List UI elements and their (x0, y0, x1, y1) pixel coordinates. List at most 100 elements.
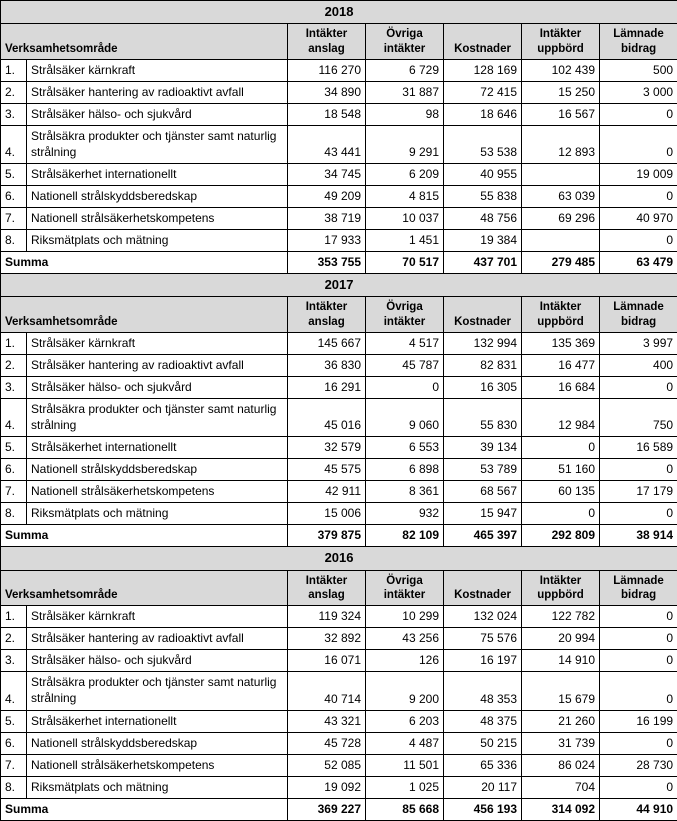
cell-kostnader: 16 305 (444, 377, 522, 399)
cell-lamnade-bidrag: 400 (600, 355, 677, 377)
cell-intakter-anslag: 38 719 (288, 208, 366, 230)
table-row: 2.Strålsäker hantering av radioaktivt av… (1, 355, 677, 377)
table-row: 1.Strålsäker kärnkraft145 6674 517132 99… (1, 333, 677, 355)
cell-lamnade-bidrag: 0 (600, 186, 677, 208)
cell-ovriga-intakter: 4 487 (366, 732, 444, 754)
row-label: Strålsäker hantering av radioaktivt avfa… (27, 628, 288, 650)
cell-intakter-uppbord: 31 739 (522, 732, 600, 754)
cell-ovriga-intakter: 11 501 (366, 754, 444, 776)
col-header-kostnader: Kostnader (444, 570, 522, 606)
cell-intakter-anslag: 45 575 (288, 459, 366, 481)
cell-kostnader: 75 576 (444, 628, 522, 650)
col-header-ovriga-intakter: Övrigaintäkter (366, 24, 444, 60)
cell-intakter-anslag: 43 321 (288, 710, 366, 732)
cell-ovriga-intakter: 98 (366, 104, 444, 126)
table-row: 4.Strålsäkra produkter och tjänster samt… (1, 126, 677, 164)
cell-intakter-uppbord: 69 296 (522, 208, 600, 230)
row-index: 3. (1, 650, 27, 672)
cell-kostnader: 39 134 (444, 437, 522, 459)
cell-intakter-uppbord: 704 (522, 776, 600, 798)
row-label: Riksmätplats och mätning (27, 230, 288, 252)
summa-label: Summa (1, 252, 288, 274)
row-label: Nationell strålsäkerhetskompetens (27, 481, 288, 503)
cell-ovriga-intakter: 9 200 (366, 672, 444, 710)
cell-intakter-uppbord: 63 039 (522, 186, 600, 208)
cell-intakter-anslag: 49 209 (288, 186, 366, 208)
row-index: 3. (1, 104, 27, 126)
cell-kostnader: 40 955 (444, 164, 522, 186)
col-header-verksamhetsomrade: Verksamhetsområde (1, 24, 288, 60)
table-row: 3.Strålsäker hälso- och sjukvård18 54898… (1, 104, 677, 126)
cell-intakter-uppbord: 86 024 (522, 754, 600, 776)
col-header-intakter-uppbord: Intäkteruppbörd (522, 24, 600, 60)
cell-intakter-uppbord: 122 782 (522, 606, 600, 628)
table-row: 7.Nationell strålsäkerhetskompetens42 91… (1, 481, 677, 503)
cell-intakter-anslag: 45 728 (288, 732, 366, 754)
cell-lamnade-bidrag: 0 (600, 628, 677, 650)
row-index: 5. (1, 164, 27, 186)
cell-intakter-anslag: 36 830 (288, 355, 366, 377)
summa-intakter-anslag: 353 755 (288, 252, 366, 274)
cell-intakter-uppbord: 102 439 (522, 60, 600, 82)
cell-kostnader: 128 169 (444, 60, 522, 82)
cell-lamnade-bidrag: 19 009 (600, 164, 677, 186)
cell-lamnade-bidrag: 3 997 (600, 333, 677, 355)
cell-ovriga-intakter: 4 815 (366, 186, 444, 208)
cell-intakter-uppbord: 21 260 (522, 710, 600, 732)
summa-lamnade-bidrag: 44 910 (600, 798, 677, 820)
summa-intakter-uppbord: 292 809 (522, 525, 600, 547)
table-row: 5.Strålsäkerhet internationellt34 7456 2… (1, 164, 677, 186)
cell-intakter-uppbord: 14 910 (522, 650, 600, 672)
col-header-lamnade-bidrag: Lämnadebidrag (600, 297, 677, 333)
col-header-verksamhetsomrade: Verksamhetsområde (1, 570, 288, 606)
table-row: 8.Riksmätplats och mätning17 9331 45119 … (1, 230, 677, 252)
cell-kostnader: 18 646 (444, 104, 522, 126)
row-label: Strålsäker hälso- och sjukvård (27, 104, 288, 126)
summa-ovriga-intakter: 70 517 (366, 252, 444, 274)
row-label: Strålsäker hälso- och sjukvård (27, 377, 288, 399)
cell-intakter-anslag: 32 579 (288, 437, 366, 459)
year-label: 2016 (1, 547, 677, 570)
cell-lamnade-bidrag: 17 179 (600, 481, 677, 503)
table-row: 3.Strålsäker hälso- och sjukvård16 07112… (1, 650, 677, 672)
table-row: 6.Nationell strålskyddsberedskap49 2094 … (1, 186, 677, 208)
cell-lamnade-bidrag: 0 (600, 732, 677, 754)
cell-lamnade-bidrag: 0 (600, 672, 677, 710)
cell-kostnader: 65 336 (444, 754, 522, 776)
summa-row: Summa369 22785 668456 193314 09244 910 (1, 798, 677, 820)
cell-intakter-uppbord: 20 994 (522, 628, 600, 650)
cell-lamnade-bidrag: 0 (600, 459, 677, 481)
row-index: 2. (1, 355, 27, 377)
row-index: 7. (1, 481, 27, 503)
cell-intakter-uppbord (522, 230, 600, 252)
cell-lamnade-bidrag: 28 730 (600, 754, 677, 776)
summa-kostnader: 465 397 (444, 525, 522, 547)
cell-ovriga-intakter: 6 209 (366, 164, 444, 186)
cell-kostnader: 55 838 (444, 186, 522, 208)
cell-intakter-uppbord: 51 160 (522, 459, 600, 481)
cell-ovriga-intakter: 43 256 (366, 628, 444, 650)
cell-ovriga-intakter: 126 (366, 650, 444, 672)
cell-intakter-anslag: 15 006 (288, 503, 366, 525)
summa-lamnade-bidrag: 38 914 (600, 525, 677, 547)
cell-intakter-anslag: 145 667 (288, 333, 366, 355)
row-index: 1. (1, 333, 27, 355)
cell-intakter-uppbord: 0 (522, 503, 600, 525)
cell-intakter-uppbord: 15 679 (522, 672, 600, 710)
cell-intakter-anslag: 116 270 (288, 60, 366, 82)
cell-kostnader: 132 994 (444, 333, 522, 355)
cell-kostnader: 55 830 (444, 399, 522, 437)
cell-ovriga-intakter: 10 037 (366, 208, 444, 230)
row-label: Strålsäker kärnkraft (27, 606, 288, 628)
summa-ovriga-intakter: 82 109 (366, 525, 444, 547)
table-row: 8.Riksmätplats och mätning15 00693215 94… (1, 503, 677, 525)
financial-table: 2018VerksamhetsområdeIntäkteranslagÖvrig… (0, 0, 677, 821)
cell-lamnade-bidrag: 0 (600, 650, 677, 672)
row-label: Riksmätplats och mätning (27, 503, 288, 525)
cell-lamnade-bidrag: 0 (600, 230, 677, 252)
row-label: Strålsäker hälso- och sjukvård (27, 650, 288, 672)
cell-kostnader: 53 789 (444, 459, 522, 481)
row-label: Nationell strålsäkerhetskompetens (27, 754, 288, 776)
cell-intakter-anslag: 17 933 (288, 230, 366, 252)
cell-lamnade-bidrag: 0 (600, 126, 677, 164)
